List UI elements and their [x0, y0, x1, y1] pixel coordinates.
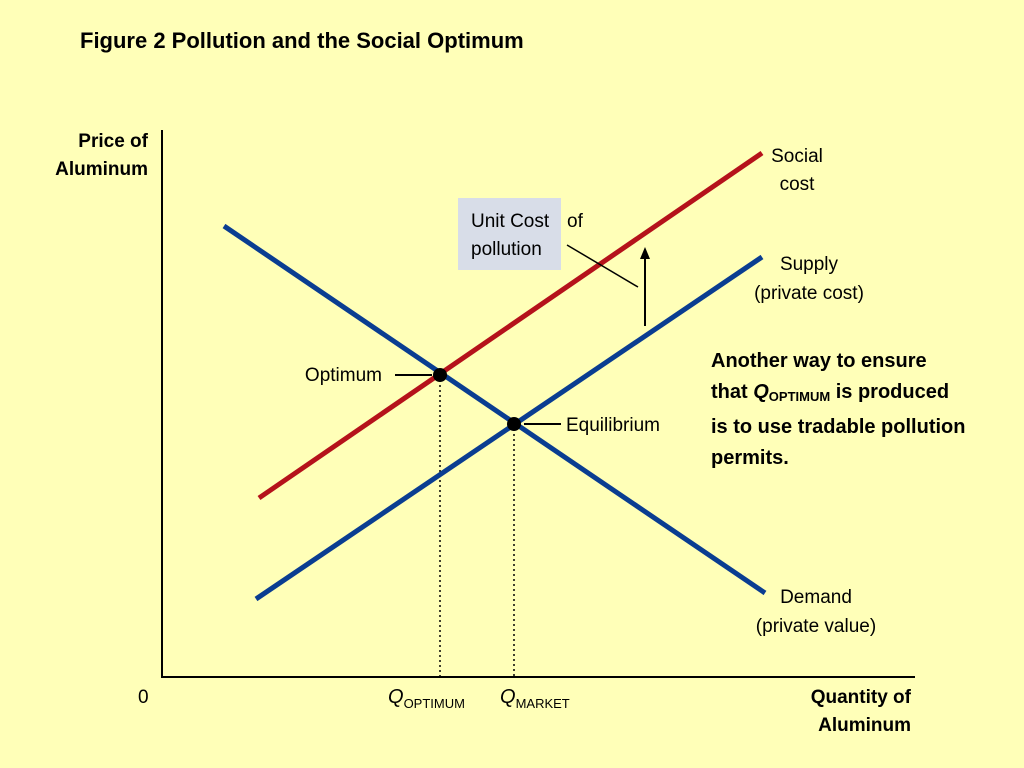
social-cost-label-line1: Social [771, 146, 823, 167]
tradable-permits-note: Another way to ensure that QOPTIMUM is p… [711, 346, 1011, 474]
note-line2: that QOPTIMUM is produced [711, 381, 950, 404]
demand-label-line1: Demand [780, 587, 852, 608]
demand-curve [222, 223, 767, 596]
callout-tail-text: of [567, 211, 583, 232]
demand-label-line2: (private value) [756, 616, 876, 637]
figure-title: Figure 2 Pollution and the Social Optimu… [80, 28, 524, 53]
supply-label-line2: (private cost) [754, 283, 864, 304]
equilibrium-point [507, 417, 521, 431]
note-line3: is to use tradable pollution [711, 416, 966, 438]
social-cost-label-line2: cost [780, 174, 816, 195]
note-line4: permits. [711, 447, 789, 469]
x-axis-label-line2: Aluminum [818, 715, 911, 736]
q-market-label: QMARKET [500, 686, 570, 711]
origin-label: 0 [138, 687, 149, 708]
supply-label-line1: Supply [780, 254, 839, 275]
optimum-point [433, 368, 447, 382]
unit-cost-callout: Unit Cost pollution [458, 198, 562, 270]
y-axis-label-line1: Price of [78, 131, 148, 152]
callout-line2: pollution [471, 239, 542, 260]
social-cost-curve [257, 150, 764, 501]
optimum-label: Optimum [305, 365, 382, 386]
x-axis-label-line1: Quantity of [811, 687, 912, 708]
arrowhead-icon [640, 247, 650, 259]
callout-leader [566, 244, 639, 288]
note-line1: Another way to ensure [711, 350, 927, 372]
q-optimum-label: QOPTIMUM [388, 686, 465, 711]
equilibrium-label: Equilibrium [566, 415, 660, 436]
callout-line1: Unit Cost [471, 211, 550, 232]
y-axis-label-line2: Aluminum [55, 159, 148, 180]
